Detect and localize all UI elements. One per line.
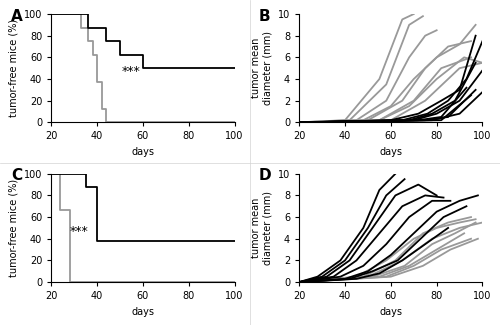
Y-axis label: tumor-free mice (%): tumor-free mice (%)	[8, 19, 18, 117]
X-axis label: days: days	[132, 147, 154, 157]
Text: ***: ***	[122, 65, 141, 78]
Text: B: B	[259, 8, 270, 24]
Text: C: C	[11, 168, 22, 183]
Text: D: D	[259, 168, 272, 183]
X-axis label: days: days	[380, 147, 402, 157]
Text: ***: ***	[70, 225, 88, 238]
Text: A: A	[11, 8, 22, 24]
Y-axis label: tumor-free mice (%): tumor-free mice (%)	[8, 179, 18, 277]
X-axis label: days: days	[380, 307, 402, 317]
X-axis label: days: days	[132, 307, 154, 317]
Y-axis label: tumor mean
diameter (mm): tumor mean diameter (mm)	[250, 191, 272, 265]
Y-axis label: tumor mean
diameter (mm): tumor mean diameter (mm)	[250, 31, 272, 105]
